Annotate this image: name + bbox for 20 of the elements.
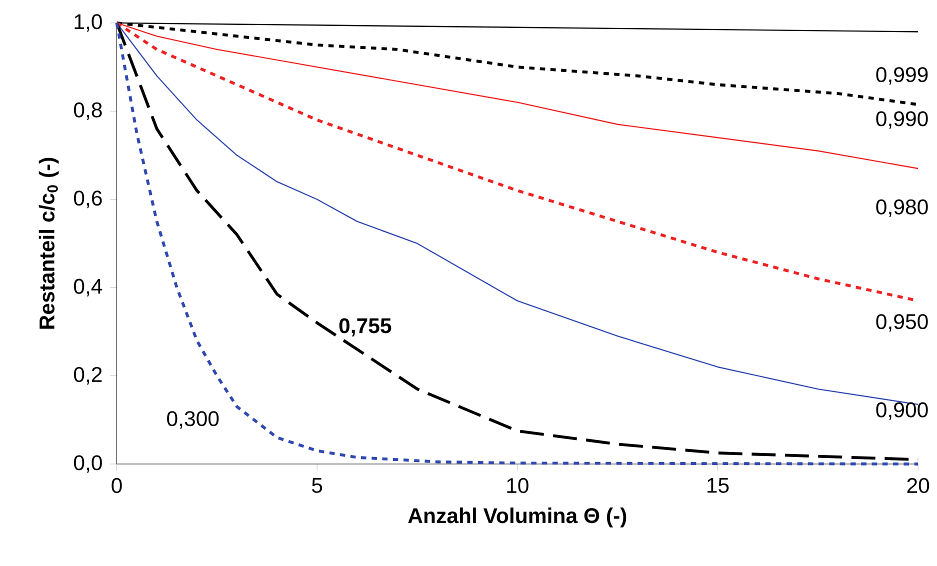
- x-tick-label: 0: [112, 478, 122, 494]
- y-tick-label: 0,0: [74, 455, 102, 473]
- y-tick-label: 0,4: [74, 278, 102, 296]
- x-tick-label: 20: [907, 478, 930, 494]
- x-tick-label: 10: [507, 478, 528, 494]
- annotation: 0,990: [876, 111, 928, 129]
- y-tick-label: 0,8: [74, 102, 102, 120]
- annotation: 0,755: [339, 318, 392, 336]
- x-tick-label: 15: [708, 478, 729, 493]
- y-axis-title: Restanteil c/c$_{0}$ (-): [38, 158, 59, 329]
- annotation: 0,900: [876, 402, 928, 420]
- y-tick-label: 0,2: [74, 367, 102, 385]
- y-tick-label: 0,6: [74, 190, 102, 208]
- x-tick-label: 5: [312, 478, 322, 493]
- y-tick-label: 1,0: [74, 14, 102, 32]
- annotation: 0,980: [876, 200, 928, 218]
- x-axis-title: Anzahl Volumina Θ (-): [408, 508, 626, 528]
- annotation: 0,300: [167, 411, 219, 429]
- annotation: 0,999: [876, 67, 928, 85]
- annotation: 0,950: [876, 314, 928, 332]
